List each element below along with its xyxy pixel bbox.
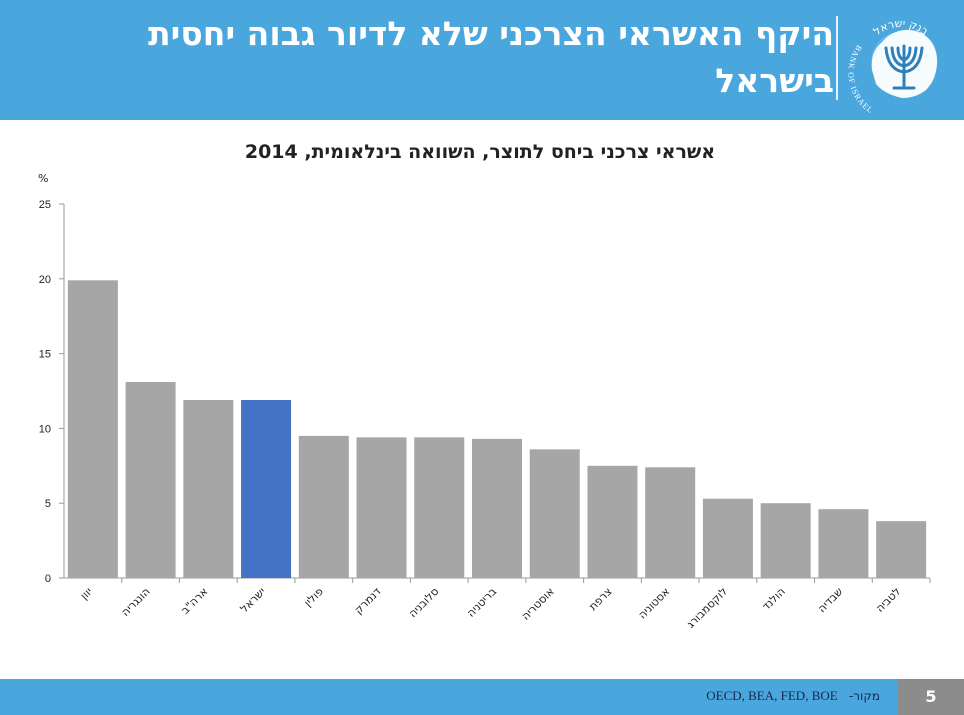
bar-4	[241, 399, 292, 578]
source-note: מקור- OECD, BEA, FED, BOE	[706, 688, 880, 704]
y-tick-label: 15	[39, 349, 51, 361]
page-title: היקף האשראי הצרכני שלא לדיור גבוה יחסית …	[148, 14, 834, 100]
bar-3	[183, 399, 234, 578]
header-divider	[836, 16, 838, 100]
x-tick-label: ארה"ב	[179, 585, 211, 617]
bar-7	[414, 437, 465, 578]
x-tick-label: יוון	[78, 585, 95, 602]
y-tick-label: 20	[39, 274, 51, 286]
x-tick-label: הונגריה	[119, 585, 153, 619]
bar-6	[356, 437, 407, 578]
bar-14	[818, 509, 869, 578]
x-tick-label: ישראל	[238, 585, 268, 615]
y-tick-label: 0	[45, 573, 51, 585]
x-tick-label: שבדיה	[815, 585, 845, 615]
y-tick-label: 10	[39, 423, 51, 435]
footer-bar: מקור- OECD, BEA, FED, BOE 5	[0, 679, 964, 715]
bar-10	[587, 465, 638, 578]
chart-title: אשראי צרכני ביחס לתוצר, השוואה בינלאומית…	[244, 141, 716, 163]
bar-11	[645, 467, 696, 578]
bar-2	[125, 382, 176, 578]
x-tick-label: סלובניה	[406, 585, 441, 620]
bar-9	[529, 449, 580, 578]
y-tick-label: 5	[45, 498, 51, 510]
bar-13	[760, 503, 811, 578]
source-text: OECD, BEA, FED, BOE	[706, 688, 838, 703]
source-label: מקור-	[848, 689, 880, 703]
x-tick-label: לוקסמבורג	[684, 585, 730, 631]
bar-15	[876, 521, 927, 578]
x-tick-label: לטביה	[873, 585, 903, 615]
x-tick-label: הולנד	[760, 585, 788, 613]
y-tick-label: 25	[39, 199, 51, 211]
y-axis-unit-label: %	[38, 172, 49, 185]
bank-of-israel-logo: בנק ישראל BANK OF ISRAEL	[846, 17, 938, 115]
bar-8	[472, 438, 522, 578]
bar-12	[702, 498, 753, 578]
x-tick-label: פולין	[301, 585, 326, 610]
x-tick-label: צרפת	[586, 585, 614, 613]
x-tick-label: אוסטריה	[519, 585, 557, 623]
x-tick-label: דנמרק	[352, 585, 384, 617]
page-number: 5	[898, 679, 964, 715]
bar-1	[67, 280, 118, 578]
x-tick-label: בריטניה	[464, 585, 499, 620]
bar-5	[298, 435, 349, 578]
header-bar: היקף האשראי הצרכני שלא לדיור גבוה יחסית …	[0, 0, 964, 120]
x-tick-label: אסטוניה	[636, 585, 673, 622]
bar-chart: 0 5 10 15 20 25 יוון הונגריה ארה"ב ישראל פולין דנמר…	[39, 199, 931, 631]
